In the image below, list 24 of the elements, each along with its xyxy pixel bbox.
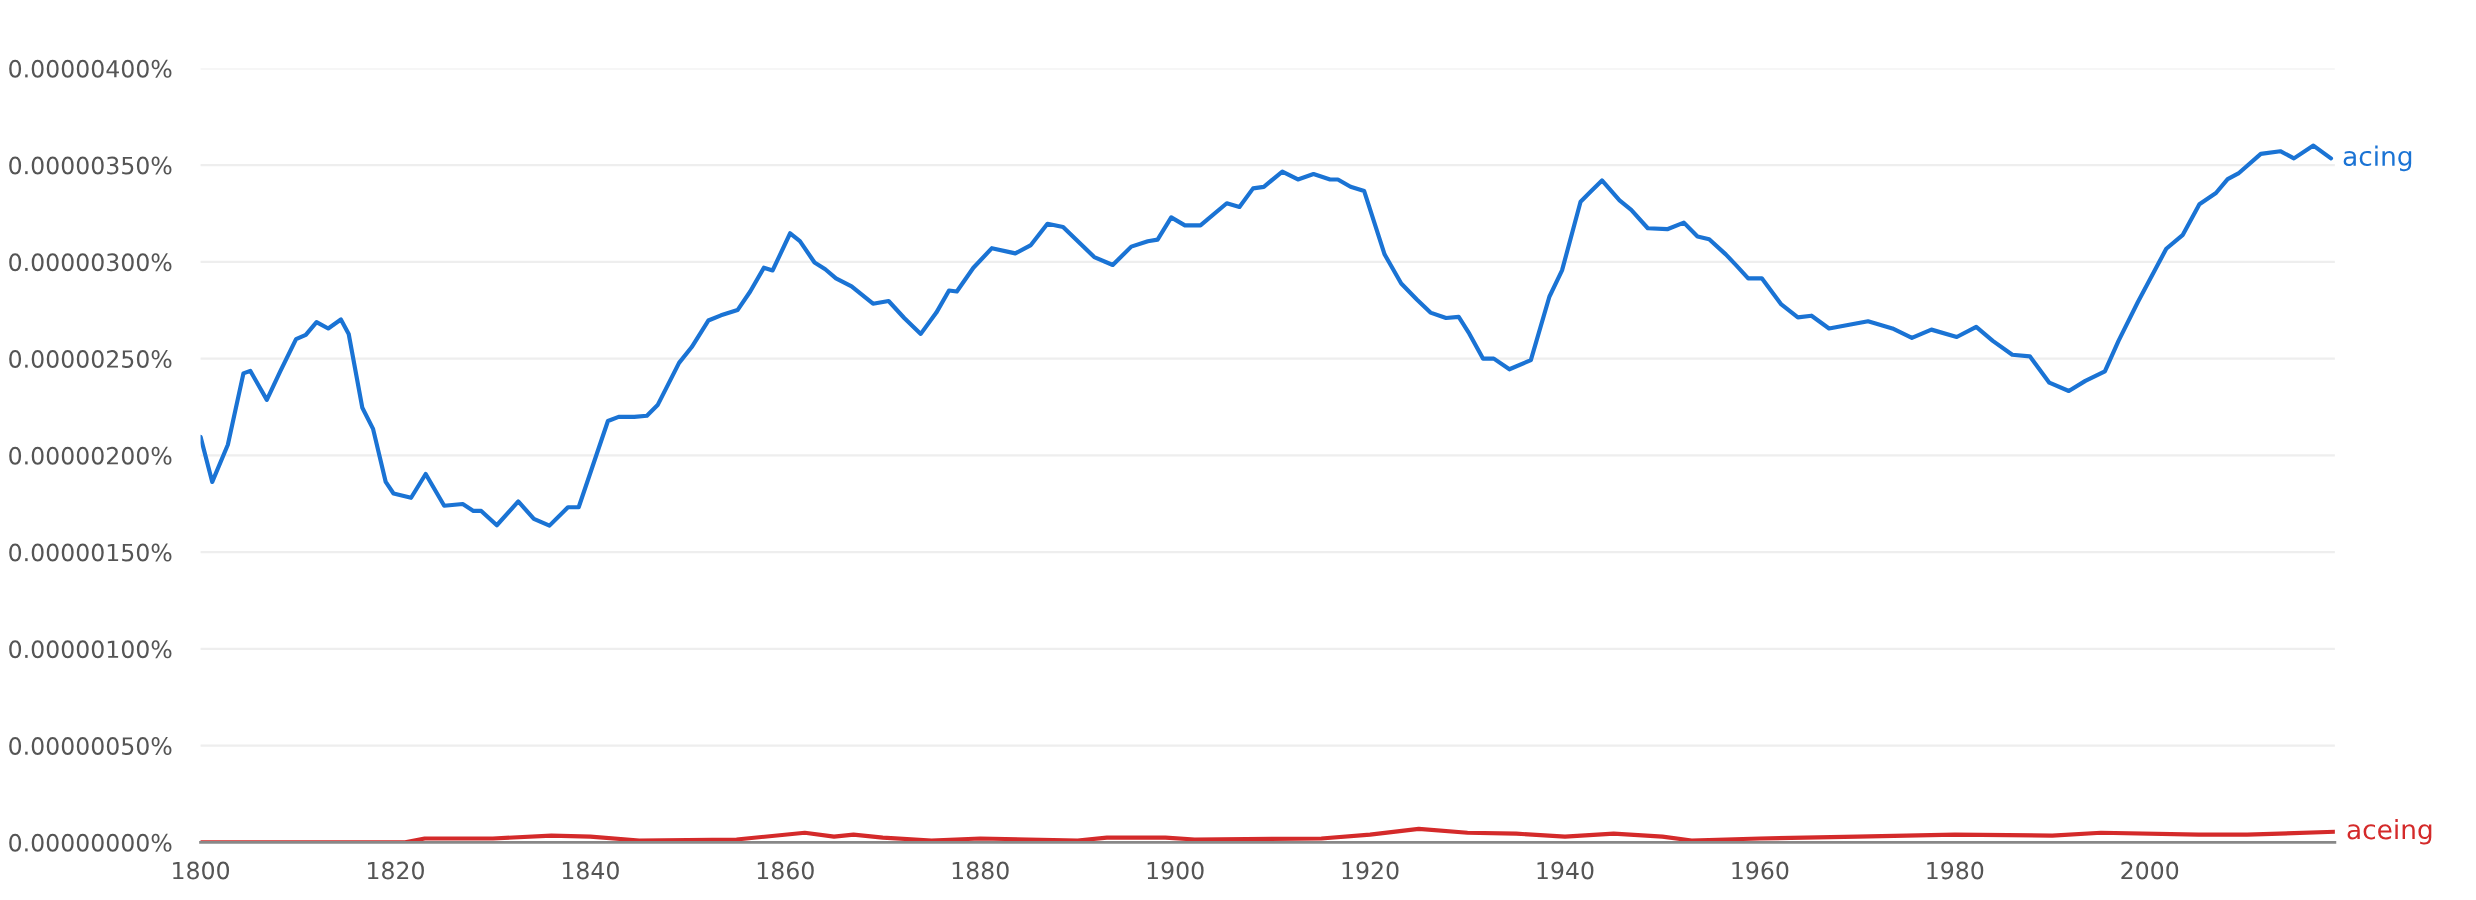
x-tick-label: 1940 (1537, 861, 1594, 880)
x-tick-label: 1920 (1342, 861, 1399, 880)
y-tick-label: 0.00000150% (9, 543, 172, 562)
x-tick-label: 1980 (1927, 861, 1984, 880)
x-tick-label: 1880 (952, 861, 1009, 880)
y-tick-label: 0.00000050% (9, 737, 172, 755)
x-tick-label: 1820 (368, 861, 424, 880)
y-tick-label: 0.00000000% (9, 833, 172, 852)
y-tick-label: 0.00000300% (9, 253, 172, 272)
x-tick-label: 1960 (1732, 861, 1789, 880)
y-tick-label: 0.00000100% (9, 640, 172, 659)
y-tick-label: 0.00000400% (9, 59, 172, 78)
x-tick-label: 1860 (757, 861, 814, 880)
x-tick-label: 1840 (562, 861, 619, 880)
y-tick-label: 0.00000250% (9, 350, 172, 368)
line-series (200, 143, 2334, 528)
series-label: aceing (2347, 818, 2432, 845)
series-label: acing (2343, 145, 2412, 172)
y-tick-label: 0.00000350% (9, 156, 172, 175)
x-tick-label: 1800 (173, 861, 230, 880)
x-tick-label: 1900 (1147, 861, 1204, 880)
y-tick-label: 0.00000200% (9, 446, 172, 465)
x-tick-label: 2000 (2121, 861, 2179, 880)
line-series (200, 826, 2335, 843)
